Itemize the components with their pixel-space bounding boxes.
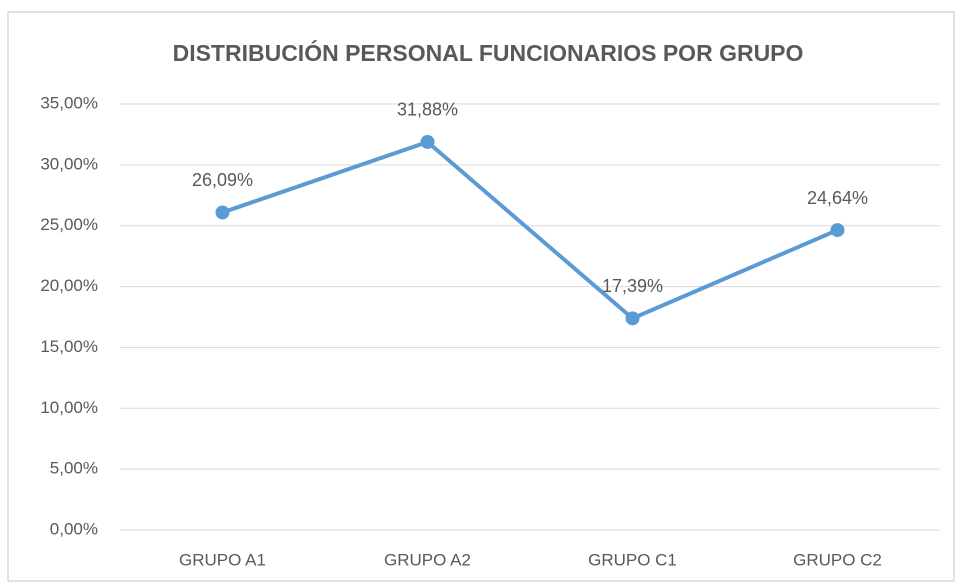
marker — [625, 311, 640, 326]
y-tick-label: 35,00% — [40, 93, 98, 112]
x-tick-label: GRUPO A2 — [384, 550, 471, 569]
data-label: 31,88% — [397, 100, 458, 120]
data-label: 17,39% — [602, 276, 663, 296]
data-label: 26,09% — [192, 170, 253, 190]
y-tick-label: 10,00% — [40, 398, 98, 417]
y-tick-label: 15,00% — [40, 337, 98, 356]
y-tick-label: 25,00% — [40, 215, 98, 234]
data-label: 24,64% — [807, 188, 868, 208]
y-tick-label: 30,00% — [40, 154, 98, 173]
chart-border — [7, 11, 955, 582]
marker — [215, 205, 230, 220]
line — [221, 139, 839, 321]
marker — [420, 134, 435, 149]
x-tick-label: GRUPO C2 — [793, 550, 882, 569]
y-tick-label: 20,00% — [40, 276, 98, 295]
x-tick-label: GRUPO A1 — [179, 550, 266, 569]
chart-title: DISTRIBUCIÓN PERSONAL FUNCIONARIOS POR G… — [173, 39, 804, 66]
marker — [830, 223, 845, 238]
x-tick-label: GRUPO C1 — [588, 550, 677, 569]
y-tick-label: 0,00% — [50, 519, 98, 538]
y-tick-label: 5,00% — [50, 459, 98, 478]
